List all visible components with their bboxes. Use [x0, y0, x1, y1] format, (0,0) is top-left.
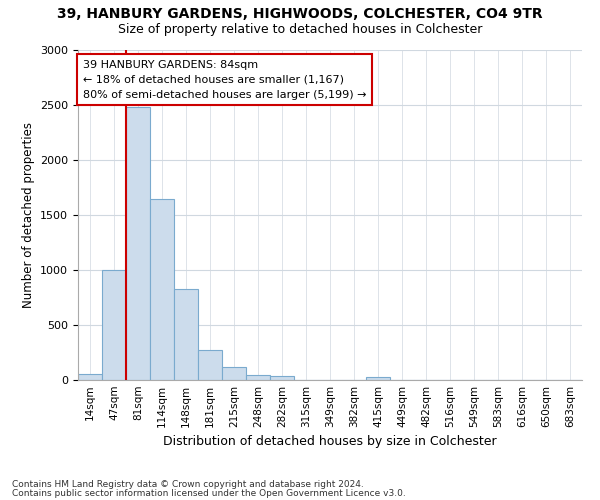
Y-axis label: Number of detached properties: Number of detached properties	[22, 122, 35, 308]
Text: 39 HANBURY GARDENS: 84sqm
← 18% of detached houses are smaller (1,167)
80% of se: 39 HANBURY GARDENS: 84sqm ← 18% of detac…	[83, 60, 367, 100]
Bar	[270, 376, 294, 380]
Bar	[246, 374, 270, 380]
Bar	[174, 288, 198, 380]
Bar	[78, 374, 102, 380]
Bar	[222, 367, 246, 380]
Bar	[366, 376, 390, 380]
Text: Contains public sector information licensed under the Open Government Licence v3: Contains public sector information licen…	[12, 488, 406, 498]
Bar	[126, 107, 150, 380]
Text: Size of property relative to detached houses in Colchester: Size of property relative to detached ho…	[118, 22, 482, 36]
X-axis label: Distribution of detached houses by size in Colchester: Distribution of detached houses by size …	[163, 436, 497, 448]
Bar	[198, 350, 222, 380]
Text: Contains HM Land Registry data © Crown copyright and database right 2024.: Contains HM Land Registry data © Crown c…	[12, 480, 364, 489]
Bar	[102, 270, 126, 380]
Bar	[150, 198, 174, 380]
Text: 39, HANBURY GARDENS, HIGHWOODS, COLCHESTER, CO4 9TR: 39, HANBURY GARDENS, HIGHWOODS, COLCHEST…	[57, 8, 543, 22]
